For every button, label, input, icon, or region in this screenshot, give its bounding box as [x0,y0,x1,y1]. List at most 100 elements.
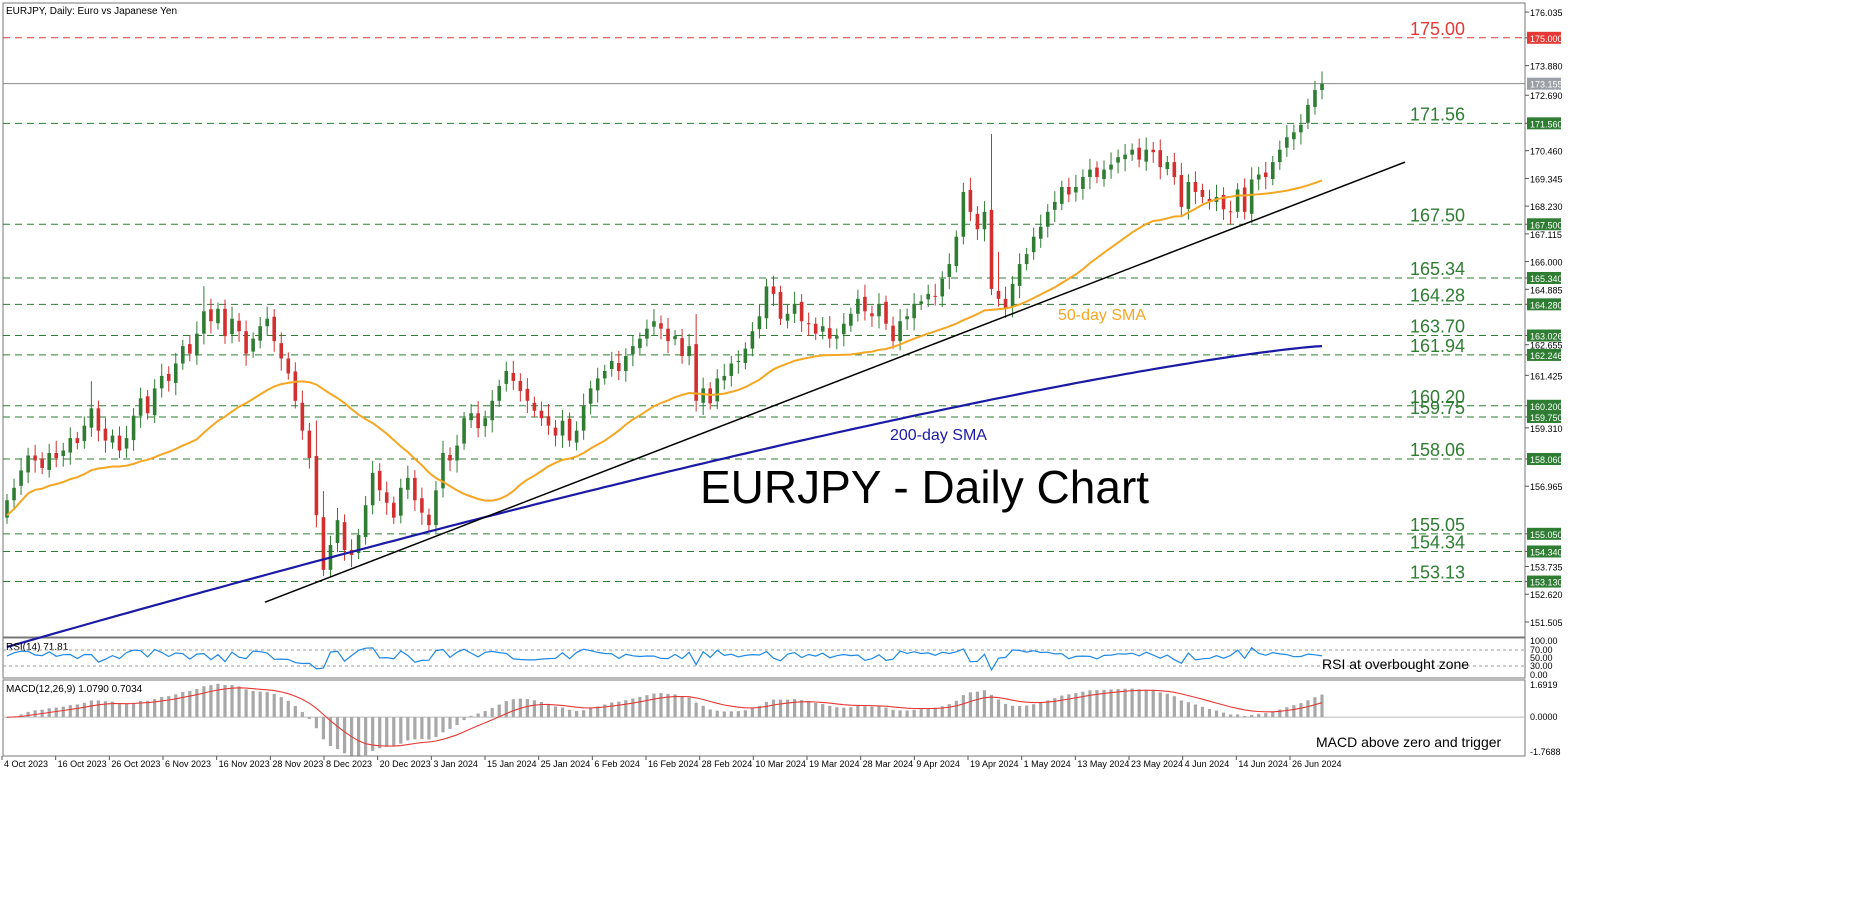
candle-body [307,430,312,458]
macd-histogram-bar [764,701,769,718]
rsi-header: RSI(14) 71.81 [6,642,69,653]
time-axis-label: 6 Nov 2023 [165,759,211,769]
candle-body [363,505,368,538]
candle-body [771,286,776,294]
candle-body [223,308,227,337]
macd-histogram-bar [807,701,811,718]
candle-body [342,522,347,550]
macd-histogram-bar [968,692,972,718]
price-level-tag [1527,218,1561,231]
candle-body [1221,194,1226,210]
candle-body [1306,104,1310,123]
macd-histogram-bar [230,685,234,718]
candle-body [1285,137,1289,148]
candle-body [588,388,593,404]
level-label: 158.06 [1410,440,1465,460]
candle-body [652,321,656,327]
level-label: 155.05 [1410,515,1465,535]
macd-histogram-bar [539,701,544,718]
candle-body [905,316,909,320]
candle-body [1278,149,1282,163]
candle-body [813,323,818,334]
candle-body [195,333,199,356]
candle-body [216,308,220,324]
macd-histogram-bar [771,699,776,718]
candle-body [1263,172,1268,178]
candle-body [455,445,459,461]
macd-histogram-bar [1032,704,1036,718]
macd-histogram-bar [321,717,326,740]
macd-histogram-bar [258,691,262,718]
macd-histogram-bar [441,717,445,733]
candle-body [398,487,403,516]
time-axis-label: 19 Apr 2024 [970,759,1019,769]
macd-histogram-bar [75,704,79,718]
price-level-tag [1527,31,1561,44]
candle-body [490,400,495,421]
macd-histogram-bar [1299,703,1303,718]
candle-body [764,286,769,319]
candle-body [356,535,361,553]
rsi-tick-label: 0.00 [1530,670,1548,680]
macd-histogram-bar [603,704,607,718]
time-axis-label: 6 Feb 2024 [594,759,640,769]
candle-body [33,455,37,461]
macd-tick-label: 1.6919 [1530,680,1558,690]
candle-body [863,296,867,312]
candle-body [975,213,980,230]
price-level-tag-text: 155.050 [1530,530,1563,540]
price-level-tag [1527,410,1561,423]
current-price-tag [1527,77,1561,90]
candle-body [377,470,382,491]
macd-histogram-bar [420,717,424,740]
price-tick-label: 169.345 [1530,174,1563,184]
candle-body [574,430,579,443]
macd-histogram-bar [19,714,23,718]
macd-histogram-bar [589,708,593,718]
price-level-tag-text: 171.560 [1530,119,1563,129]
candle-body [26,455,30,473]
candle-body [989,209,994,289]
macd-histogram-bar [1060,695,1064,718]
time-axis-label: 4 Oct 2023 [4,759,48,769]
price-tick-label: 168.230 [1530,202,1563,212]
price-tick-label: 156.965 [1530,482,1563,492]
time-axis-label: 10 Mar 2024 [755,759,806,769]
time-axis-label: 23 May 2024 [1131,759,1183,769]
candle-body [5,500,9,518]
macd-histogram-bar [1081,691,1085,718]
candle-body [919,301,923,304]
time-axis-label: 19 Mar 2024 [809,759,860,769]
candle-body [483,418,487,427]
candle-body [1299,124,1303,133]
macd-histogram-bar [462,717,466,721]
macd-histogram-bar [1292,705,1296,718]
macd-histogram-bar [680,696,684,718]
candle-body [1052,201,1057,210]
price-level-tag-text: 158.060 [1530,455,1563,465]
candle-body [19,470,23,486]
candle-body [124,438,129,449]
macd-histogram-bar [237,686,241,718]
rsi-tick-label: 30.00 [1530,661,1553,671]
candle-body [152,388,157,416]
candle-body [757,316,762,330]
candle-body [877,303,881,317]
candle-body [258,326,262,341]
macd-histogram-bar [286,700,290,718]
macd-histogram-bar [912,709,916,718]
time-axis-label: 20 Dec 2023 [380,759,431,769]
macd-histogram-bar [1271,711,1275,718]
candle-body [849,313,853,326]
macd-histogram-bar [828,705,832,718]
candle-body [12,487,16,501]
price-level-tag-text: 165.340 [1530,274,1563,284]
candle-body [820,326,825,332]
macd-histogram-bar [1172,696,1176,718]
macd-histogram-bar [525,699,529,718]
candle-body [680,338,684,357]
candle-body [1038,226,1043,239]
macd-histogram-bar [300,712,304,718]
candle-body [61,450,66,456]
macd-histogram-bar [757,705,762,718]
